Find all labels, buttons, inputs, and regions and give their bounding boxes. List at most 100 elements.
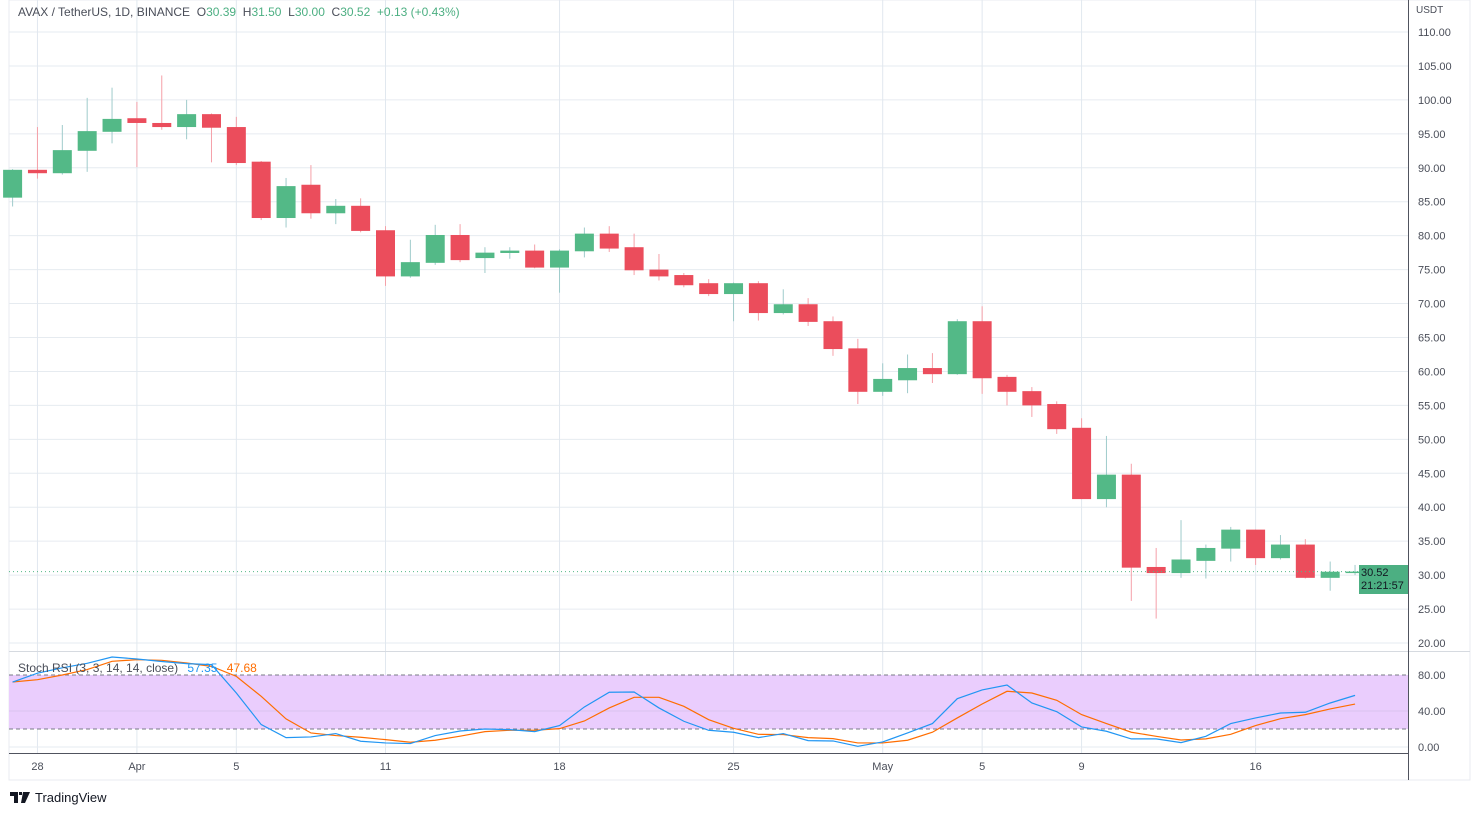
candle: [624, 233, 644, 276]
candle: [674, 273, 694, 288]
candle-body: [823, 321, 843, 350]
candle-body: [1270, 544, 1290, 559]
grid: [8, 0, 1471, 781]
low-label: L: [288, 5, 295, 19]
stoch-rsi-pane: [9, 656, 1408, 748]
candle: [724, 282, 744, 322]
candle-body: [450, 234, 470, 261]
tradingview-logo-icon: [10, 792, 30, 803]
price-tick-label: 70.00: [1418, 299, 1446, 311]
candle-body: [699, 283, 719, 295]
candle-body: [599, 233, 619, 249]
price-tick-label: 80.00: [1418, 231, 1446, 243]
currency-unit: USDT: [1416, 5, 1444, 16]
candle: [1121, 463, 1141, 601]
candle-body: [873, 378, 893, 392]
candle: [301, 165, 321, 219]
candle-body: [898, 368, 918, 381]
rsi-tick-label: 80.00: [1418, 670, 1446, 682]
price-tick-label: 55.00: [1418, 400, 1446, 412]
candle-body: [1047, 404, 1067, 430]
price-tick-label: 75.00: [1418, 265, 1446, 277]
candle-body: [624, 247, 644, 271]
candle-body: [1072, 427, 1092, 500]
candle-body: [674, 275, 694, 286]
chart-frame: [8, 0, 1471, 781]
candle: [1072, 418, 1092, 500]
candle-body: [351, 205, 371, 231]
overbought-oversold-band: [9, 675, 1408, 729]
candle-body: [326, 205, 346, 214]
price-tick-label: 30.00: [1418, 570, 1446, 582]
candle-body: [1121, 474, 1141, 568]
candles: [3, 75, 1408, 619]
candle-body: [251, 161, 271, 219]
open-value: 30.39: [206, 5, 237, 19]
candle-body: [1345, 571, 1365, 574]
candle-body: [773, 304, 793, 314]
candle: [3, 169, 23, 207]
candle-body: [376, 230, 395, 277]
candle-body: [1146, 566, 1166, 574]
k-value: 57.35: [187, 661, 218, 675]
symbol-legend[interactable]: AVAX / TetherUS, 1D, BINANCE O30.39 H31.…: [18, 5, 460, 19]
time-tick-label: 11: [380, 761, 391, 773]
rsi-tick-label: 0.00: [1418, 742, 1439, 754]
candle-body: [848, 348, 868, 392]
candle-body: [102, 118, 122, 132]
price-tick-label: 85.00: [1418, 197, 1446, 209]
candle: [376, 226, 395, 286]
candle-body: [52, 150, 72, 174]
candle-body: [3, 169, 23, 198]
candle: [226, 116, 246, 166]
current-price: 30.52: [1361, 567, 1389, 579]
bar-countdown: 21:21:57: [1361, 580, 1404, 592]
candle-body: [1320, 571, 1340, 578]
price-tick-label: 105.00: [1418, 61, 1452, 73]
price-tick-label: 60.00: [1418, 366, 1446, 378]
candle: [873, 363, 893, 396]
candle: [152, 75, 172, 130]
candle-body: [276, 186, 296, 219]
candle-body: [27, 169, 47, 174]
time-tick-label: 18: [553, 761, 565, 773]
price-tick-label: 25.00: [1418, 604, 1446, 616]
candle-body: [1171, 559, 1191, 574]
time-tick-label: 25: [727, 761, 739, 773]
candle: [251, 160, 271, 221]
candle: [326, 199, 346, 225]
candle: [1196, 544, 1216, 579]
indicator-legend[interactable]: Stoch RSI (3, 3, 14, 14, close) 57.35 47…: [18, 661, 257, 675]
candle: [599, 226, 619, 252]
candle: [351, 198, 371, 233]
price-tick-label: 45.00: [1418, 468, 1446, 480]
tradingview-logo[interactable]: TradingView: [10, 790, 107, 805]
candle-body: [1295, 544, 1315, 578]
candle: [748, 281, 768, 321]
high-label: H: [242, 5, 252, 19]
candle-body: [574, 233, 594, 252]
candle: [1221, 526, 1241, 562]
candle: [1171, 520, 1191, 578]
candle: [500, 247, 520, 259]
time-tick-label: 5: [979, 761, 985, 773]
candle: [972, 306, 992, 394]
axes: 110.00105.00100.0095.0090.0085.0080.0075…: [9, 0, 1470, 780]
candle-body: [550, 250, 570, 268]
brand-name: TradingView: [35, 790, 107, 805]
candle: [27, 127, 47, 179]
candle: [773, 289, 793, 315]
candle-body: [400, 262, 420, 277]
time-tick-label: May: [872, 761, 893, 773]
candle: [898, 354, 918, 394]
candle: [127, 101, 147, 168]
candle: [201, 113, 221, 163]
candle: [574, 227, 594, 258]
candle-body: [1196, 547, 1216, 561]
rsi-tick-label: 40.00: [1418, 706, 1446, 718]
candle-body: [1246, 529, 1266, 559]
candle-body: [724, 283, 744, 295]
candle-body: [77, 131, 97, 151]
close-label: C: [331, 5, 341, 19]
